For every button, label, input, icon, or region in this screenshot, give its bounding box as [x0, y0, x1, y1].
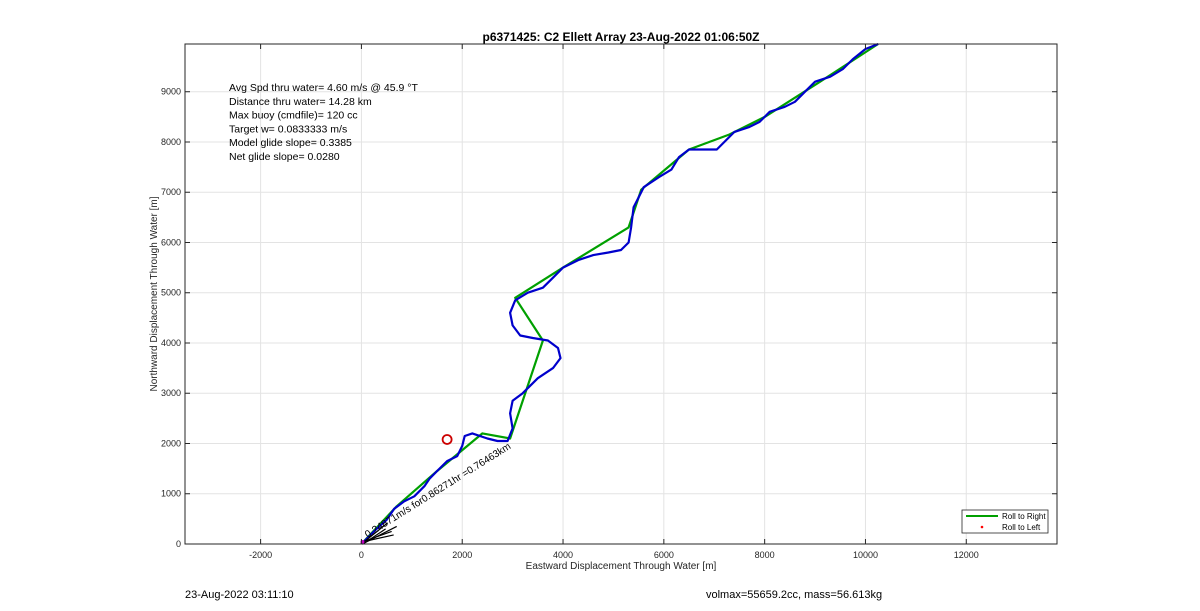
legend: Roll to Right Roll to Left: [961, 509, 1049, 534]
x-axis-label: Eastward Displacement Through Water [m]: [526, 561, 717, 572]
legend-label-roll-right: Roll to Right: [1002, 512, 1046, 521]
stats-line: Distance thru water= 14.28 km: [229, 96, 372, 108]
footer-volmax: volmax=55659.2cc, mass=56.613kg: [706, 589, 883, 601]
series-layer: [360, 42, 879, 545]
y-tick-label: 3000: [161, 388, 181, 398]
x-tick-label: 10000: [853, 550, 878, 560]
stats-line: Max buoy (cmdfile)= 120 cc: [229, 110, 358, 122]
y-tick-label: 4000: [161, 338, 181, 348]
y-tick-label: 8000: [161, 137, 181, 147]
footer-timestamp: 23-Aug-2022 03:11:10: [185, 589, 294, 601]
chart-title: p6371425: C2 Ellett Array 23-Aug-2022 01…: [482, 30, 759, 44]
stats-box: Avg Spd thru water= 4.60 m/s @ 45.9 °T Di…: [229, 82, 418, 163]
y-tick-label: 0: [176, 539, 181, 549]
ticks-layer: -2000 0 2000 4000 6000 8000 10000 12000 0 1000 200…: [161, 44, 1057, 560]
target-marker: [441, 434, 453, 445]
y-axis-label: Northward Displacement Through Water [m]: [149, 196, 160, 391]
y-tick-label: 2000: [161, 438, 181, 448]
stats-line: Net glide slope= 0.0280: [229, 151, 340, 163]
x-tick-label: -2000: [249, 550, 272, 560]
x-tick-label: 12000: [954, 550, 979, 560]
series-track: [360, 42, 879, 545]
annotation-layer: 0.24871m/s for0.86271hr =0.76463km: [360, 434, 513, 545]
legend-swatch-roll-left: [980, 525, 984, 529]
stats-line: Model glide slope= 0.3385: [229, 137, 352, 149]
grid: [185, 44, 1057, 545]
stats-line: Target w= 0.0833333 m/s: [229, 123, 347, 135]
y-tick-label: 1000: [161, 489, 181, 499]
current-arrow: [363, 525, 397, 545]
x-tick-label: 8000: [755, 550, 775, 560]
y-tick-label: 6000: [161, 237, 181, 247]
x-tick-label: 6000: [654, 550, 674, 560]
legend-label-roll-left: Roll to Left: [1002, 523, 1041, 532]
y-tick-label: 7000: [161, 187, 181, 197]
arrow-label: 0.24871m/s for0.86271hr =0.76463km: [363, 441, 513, 540]
y-tick-label: 9000: [161, 87, 181, 97]
y-tick-label: 5000: [161, 288, 181, 298]
x-tick-label: 0: [359, 550, 364, 560]
axes-box: [184, 43, 1058, 545]
x-tick-label: 4000: [553, 550, 573, 560]
stats-line: Avg Spd thru water= 4.60 m/s @ 45.9 °T: [229, 82, 418, 94]
x-tick-label: 2000: [452, 550, 472, 560]
